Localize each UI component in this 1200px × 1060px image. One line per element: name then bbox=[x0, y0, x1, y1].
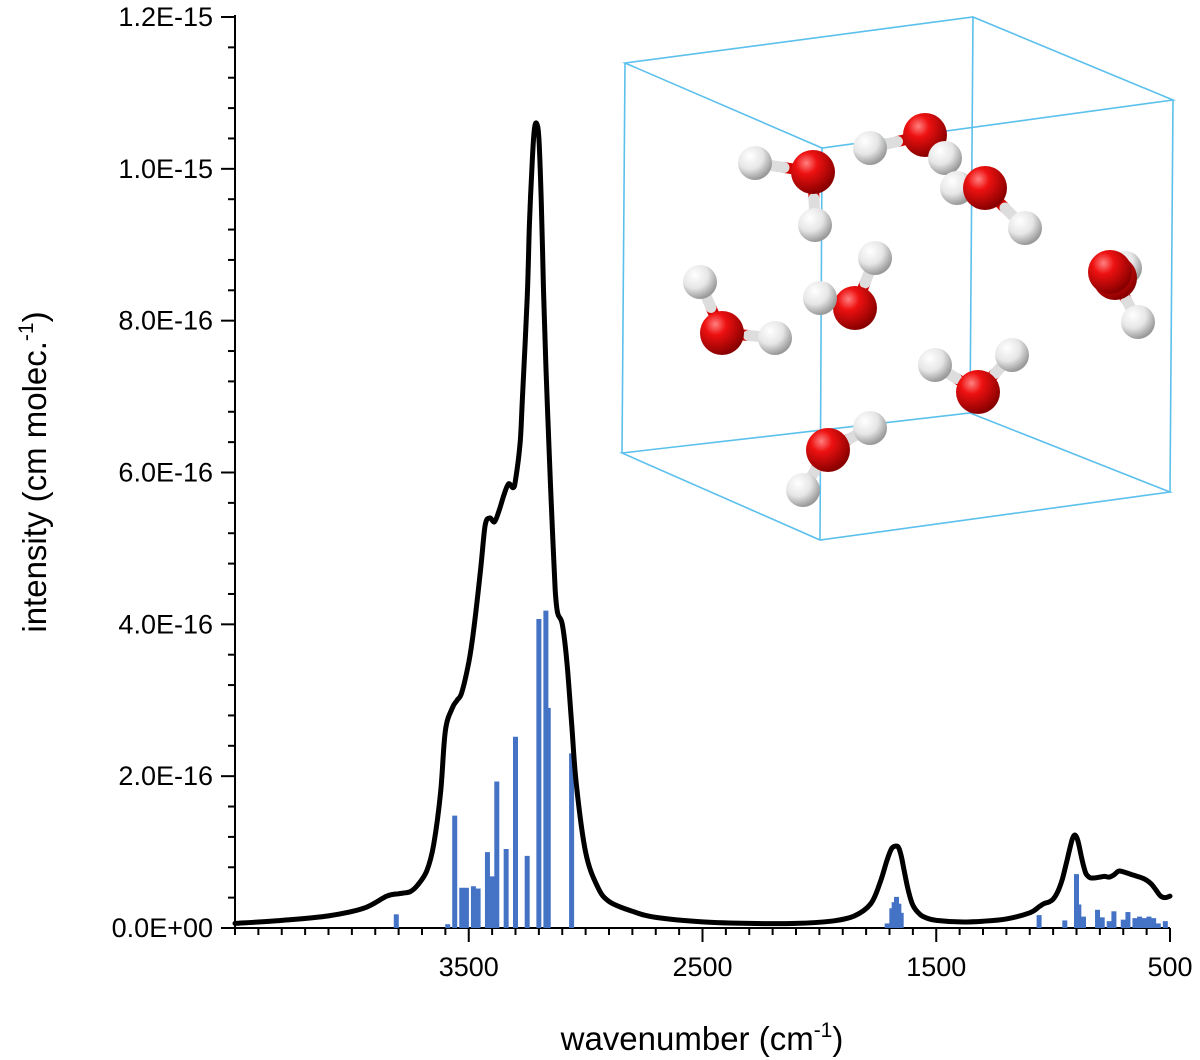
oxygen-atom bbox=[1088, 250, 1132, 294]
oxygen-atom bbox=[963, 166, 1007, 210]
y-axis-title: intensity (cm molec.-1) bbox=[15, 311, 53, 632]
water-molecule bbox=[940, 166, 1042, 245]
x-tick-label: 1500 bbox=[906, 952, 966, 982]
water-molecule bbox=[1088, 250, 1132, 294]
hydrogen-atom bbox=[738, 146, 772, 180]
y-tick-label: 2.0E-16 bbox=[118, 761, 213, 791]
water-molecule bbox=[786, 411, 887, 507]
hydrogen-atom bbox=[918, 348, 952, 382]
y-tick-label: 1.0E-15 bbox=[118, 154, 213, 184]
y-tick-label: 6.0E-16 bbox=[118, 458, 213, 488]
water-molecule bbox=[918, 338, 1029, 414]
x-tick-label: 500 bbox=[1147, 952, 1192, 982]
hydrogen-atom bbox=[995, 338, 1029, 372]
hydrogen-atom bbox=[928, 141, 962, 175]
hydrogen-atom bbox=[858, 241, 892, 275]
water-molecules bbox=[683, 113, 1155, 507]
stick-spectrum bbox=[393, 610, 1168, 928]
hydrogen-atom bbox=[683, 265, 717, 299]
y-tick-label: 4.0E-16 bbox=[118, 609, 213, 639]
water-molecule bbox=[803, 241, 892, 330]
spectrum-line bbox=[232, 120, 1173, 927]
hydrogen-atom bbox=[1121, 305, 1155, 339]
hydrogen-atom bbox=[758, 321, 792, 355]
oxygen-atom bbox=[806, 428, 850, 472]
water-molecule bbox=[683, 265, 792, 355]
hydrogen-atom bbox=[853, 131, 887, 165]
x-tick-label: 2500 bbox=[672, 952, 732, 982]
x-axis-title: wavenumber (cm-1) bbox=[560, 1019, 844, 1057]
oxygen-atom bbox=[791, 150, 835, 194]
water-cluster-inset bbox=[618, 16, 1177, 541]
y-tick-label: 1.2E-15 bbox=[118, 2, 213, 32]
oxygen-atom bbox=[833, 286, 877, 330]
water-molecule bbox=[738, 146, 835, 242]
y-axis-ticks: 0.0E+00 2.0E-16 4.0E-16 6.0E-16 8.0E-16 1.0E-… bbox=[112, 2, 235, 943]
hydrogen-atom bbox=[803, 281, 837, 315]
water-molecule bbox=[853, 113, 962, 175]
hydrogen-atom bbox=[786, 473, 820, 507]
x-tick-label: 3500 bbox=[439, 952, 499, 982]
oxygen-atom bbox=[956, 370, 1000, 414]
hydrogen-atom bbox=[853, 411, 887, 445]
y-tick-label: 8.0E-16 bbox=[118, 306, 213, 336]
x-axis-ticks: 3500 2500 1500 500 bbox=[234, 928, 1193, 982]
hydrogen-atom bbox=[798, 208, 832, 242]
hydrogen-atom bbox=[1008, 211, 1042, 245]
y-tick-label: 0.0E+00 bbox=[112, 913, 213, 943]
oxygen-atom bbox=[700, 311, 744, 355]
